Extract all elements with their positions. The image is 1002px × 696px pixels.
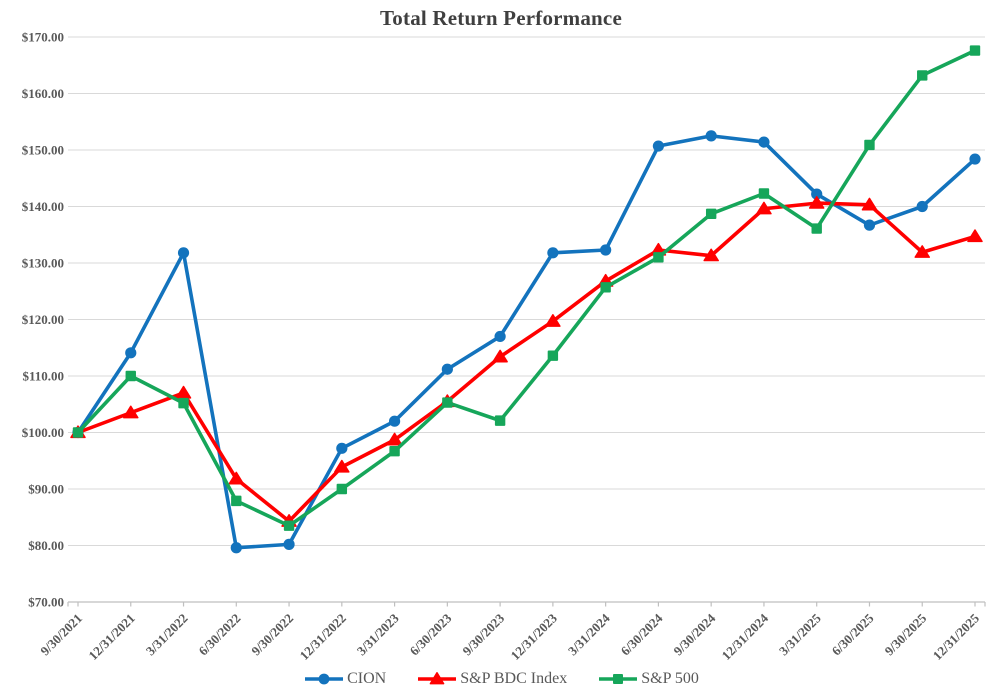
y-axis-tick-label: $100.00	[22, 425, 64, 440]
legend-item-s-p-bdc-index: S&P BDC Index	[416, 670, 567, 688]
data-point-cion	[177, 247, 190, 259]
data-point-s-p-bdc-index	[703, 248, 719, 262]
data-point-s-p-500	[969, 45, 981, 56]
data-point-s-p-500	[864, 139, 875, 151]
data-point-s-p-bdc-index	[175, 385, 192, 399]
legend-label: CION	[347, 670, 387, 687]
data-point-s-p-500	[547, 350, 559, 361]
y-axis-tick-label: $90.00	[28, 482, 64, 497]
y-axis-tick-label: $170.00	[22, 30, 64, 45]
y-axis-tick-label: $80.00	[28, 538, 64, 553]
data-point-s-p-bdc-index	[545, 314, 561, 327]
data-point-s-p-bdc-index	[123, 405, 139, 419]
y-axis-tick-label: $120.00	[22, 312, 64, 327]
x-axis-tick-label: 6/30/2022	[196, 611, 244, 659]
x-axis-tick-label: 3/31/2025	[776, 610, 824, 658]
data-point-s-p-500	[72, 427, 84, 438]
x-axis-tick-label: 12/31/2023	[508, 610, 561, 660]
legend-item-cion: CION	[303, 670, 386, 688]
data-point-cion	[283, 538, 295, 550]
x-axis-tick-label: 9/30/2025	[881, 610, 929, 658]
data-point-s-p-500	[283, 520, 295, 531]
x-axis-tick-label: 3/31/2024	[565, 610, 613, 658]
data-point-s-p-500	[705, 208, 717, 220]
legend-item-s-p-500: S&P 500	[597, 670, 699, 688]
data-point-cion	[230, 542, 242, 554]
data-point-cion	[547, 247, 559, 259]
y-axis-tick-label: $140.00	[22, 199, 64, 214]
x-axis-tick-label: 3/31/2022	[143, 611, 191, 659]
data-point-cion	[811, 188, 823, 200]
data-point-s-p-bdc-index	[967, 229, 983, 243]
x-axis-tick-label: 9/30/2021	[37, 611, 85, 659]
x-axis-tick-label: 6/30/2024	[618, 610, 666, 658]
chart-title: Total Return Performance	[380, 6, 622, 30]
data-point-cion	[336, 442, 348, 454]
data-point-s-p-bdc-index	[756, 201, 772, 215]
data-point-s-p-500	[389, 445, 400, 457]
chart-canvas: $70.00 $80.00 $90.00 $100.00 $110.00 $120.00 $…	[22, 30, 986, 660]
data-point-s-p-bdc-index	[914, 245, 930, 258]
data-point-s-p-bdc-index	[861, 197, 878, 211]
series-line-s-p-bdc-index	[76, 201, 977, 524]
data-point-s-p-bdc-index	[808, 195, 825, 209]
x-axis-tick-label: 6/30/2025	[829, 610, 877, 658]
data-point-s-p-500	[178, 397, 189, 409]
x-axis-tick-label: 9/30/2024	[670, 610, 718, 658]
legend-label: S&P BDC Index	[460, 670, 568, 687]
x-axis-tick-label: 9/30/2023	[459, 610, 507, 658]
data-point-s-p-500	[758, 188, 770, 199]
legend-label: S&P 500	[641, 670, 699, 687]
data-point-s-p-bdc-index	[386, 432, 403, 446]
data-point-s-p-500	[336, 483, 348, 495]
y-axis-tick-label: $70.00	[28, 595, 64, 610]
chart-legend: CION S&P BDC Index S&P 500	[0, 664, 1002, 694]
y-axis-tick-label: $110.00	[22, 369, 64, 384]
data-point-cion	[705, 130, 717, 142]
data-point-s-p-bdc-index	[334, 459, 350, 473]
x-axis-tick-label: 6/30/2023	[407, 610, 455, 658]
data-point-cion	[863, 219, 876, 231]
x-axis-tick-label: 12/31/2025	[930, 610, 983, 660]
data-point-cion	[652, 140, 665, 152]
data-point-s-p-500	[917, 70, 928, 81]
data-point-s-p-500	[125, 370, 136, 382]
legend-triangle-marker-icon	[418, 672, 457, 685]
x-axis-tick-label: 12/31/2022	[296, 611, 348, 660]
x-axis-tick-label: 12/31/2021	[85, 611, 137, 660]
data-point-cion	[494, 330, 506, 343]
y-axis-tick-label: $160.00	[22, 86, 64, 101]
data-point-s-p-bdc-index	[228, 471, 245, 485]
data-point-s-p-500	[811, 223, 822, 234]
data-point-s-p-500	[653, 252, 664, 263]
data-point-cion	[441, 363, 453, 375]
series-line-cion	[76, 134, 977, 550]
data-point-cion	[916, 200, 928, 213]
x-axis-tick-label: 9/30/2022	[248, 611, 296, 659]
data-point-cion	[388, 415, 401, 427]
data-point-cion	[758, 136, 770, 148]
x-axis-tick-label: 12/31/2024	[719, 610, 772, 660]
data-point-s-p-500	[600, 282, 611, 293]
y-axis-tick-label: $130.00	[22, 256, 64, 271]
data-point-s-p-500	[494, 415, 506, 426]
data-point-s-p-500	[231, 495, 242, 507]
data-point-s-p-bdc-index	[492, 349, 508, 363]
x-axis-tick-label: 3/31/2023	[354, 610, 402, 658]
data-point-s-p-500	[442, 397, 453, 408]
series-line-s-p-500	[76, 48, 977, 528]
data-point-cion	[125, 347, 137, 359]
data-point-cion	[600, 244, 612, 256]
data-point-cion	[969, 153, 981, 165]
legend-circle-marker-icon	[305, 673, 344, 685]
y-axis-tick-label: $150.00	[22, 143, 64, 158]
legend-square-marker-icon	[599, 674, 638, 684]
